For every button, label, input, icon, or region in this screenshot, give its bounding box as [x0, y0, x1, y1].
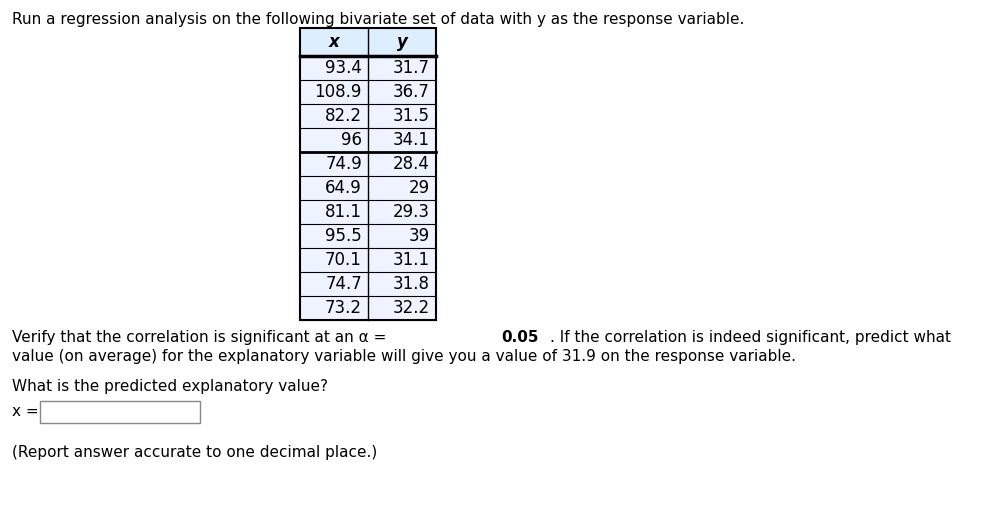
Text: 28.4: 28.4: [393, 155, 430, 173]
Bar: [300, 28, 436, 56]
Text: What is the predicted explanatory value?: What is the predicted explanatory value?: [12, 379, 328, 394]
Text: 81.1: 81.1: [325, 203, 362, 221]
Text: y: y: [396, 33, 407, 51]
Text: 73.2: 73.2: [325, 299, 362, 317]
Bar: [300, 152, 436, 176]
Text: 29.3: 29.3: [393, 203, 430, 221]
Text: 82.2: 82.2: [325, 107, 362, 125]
Text: value (on average) for the explanatory variable will give you a value of 31.9 on: value (on average) for the explanatory v…: [12, 349, 796, 364]
Text: 34.1: 34.1: [393, 131, 430, 149]
Text: 36.7: 36.7: [393, 83, 430, 101]
Text: 95.5: 95.5: [325, 227, 362, 245]
Text: 70.1: 70.1: [325, 251, 362, 269]
Bar: [40, 401, 199, 423]
Bar: [300, 56, 436, 80]
Text: 0.05: 0.05: [501, 330, 538, 345]
Text: x =: x =: [12, 404, 39, 419]
Text: 31.1: 31.1: [393, 251, 430, 269]
Text: . If the correlation is indeed significant, predict what: . If the correlation is indeed significa…: [549, 330, 950, 345]
Text: 74.9: 74.9: [325, 155, 362, 173]
Text: 93.4: 93.4: [325, 59, 362, 77]
Bar: [300, 128, 436, 152]
Text: x: x: [329, 33, 339, 51]
Bar: [300, 248, 436, 272]
Text: 74.7: 74.7: [325, 275, 362, 293]
Text: 32.2: 32.2: [393, 299, 430, 317]
Text: 39: 39: [409, 227, 430, 245]
Bar: [300, 104, 436, 128]
Text: 31.8: 31.8: [393, 275, 430, 293]
Bar: [300, 224, 436, 248]
Text: 29: 29: [409, 179, 430, 197]
Text: Verify that the correlation is significant at an α =: Verify that the correlation is significa…: [12, 330, 391, 345]
Text: 108.9: 108.9: [315, 83, 362, 101]
Bar: [300, 272, 436, 296]
Text: 31.7: 31.7: [393, 59, 430, 77]
Text: (Report answer accurate to one decimal place.): (Report answer accurate to one decimal p…: [12, 445, 377, 460]
Bar: [300, 176, 436, 200]
Text: Run a regression analysis on the following bivariate set of data with y as the r: Run a regression analysis on the followi…: [12, 12, 743, 27]
Bar: [300, 296, 436, 320]
Text: 64.9: 64.9: [325, 179, 362, 197]
Bar: [300, 200, 436, 224]
Text: 96: 96: [341, 131, 362, 149]
Bar: [300, 28, 436, 320]
Text: 31.5: 31.5: [393, 107, 430, 125]
Bar: [300, 80, 436, 104]
